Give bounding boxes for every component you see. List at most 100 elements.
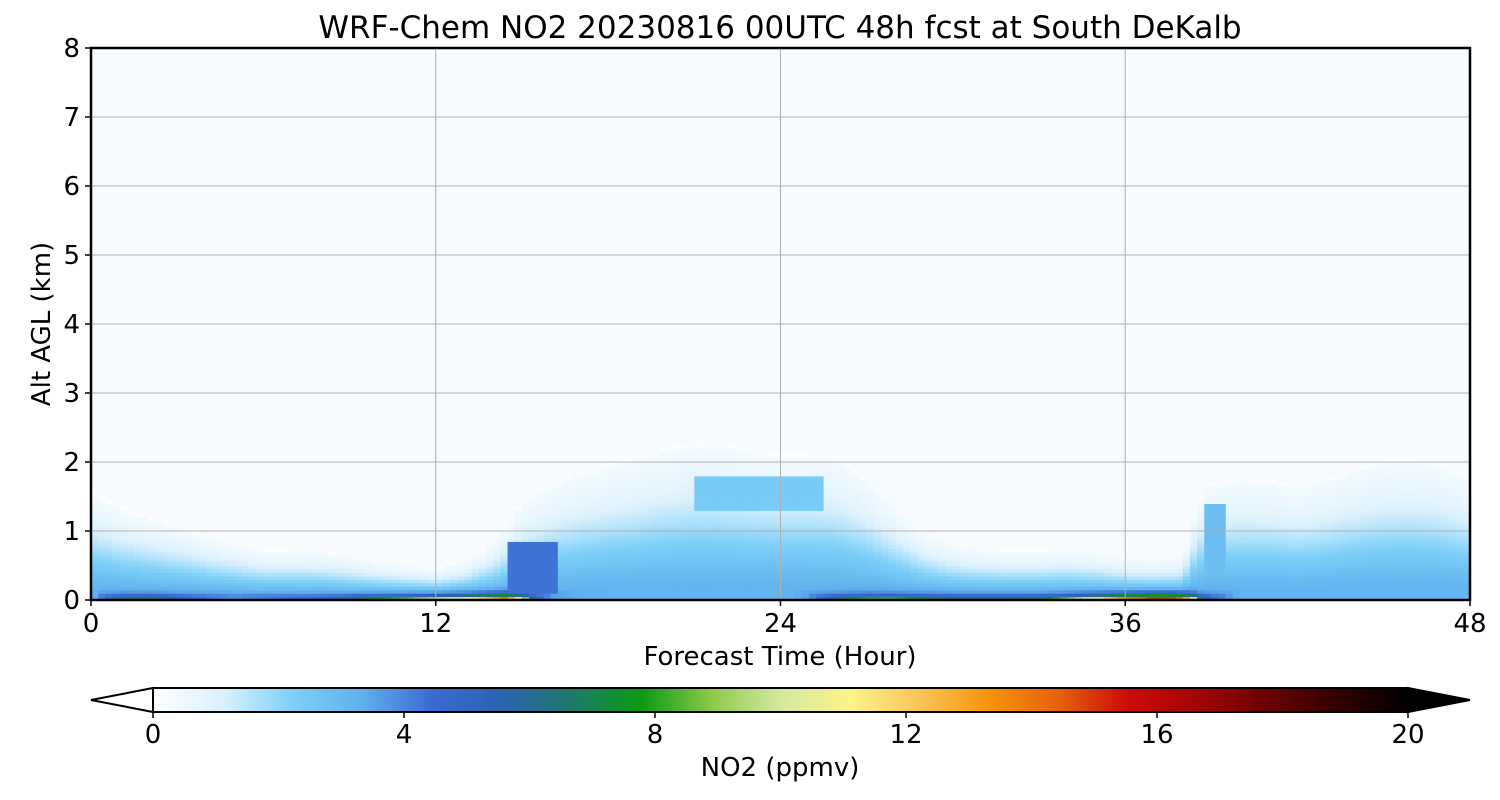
- no2-cell: [895, 593, 904, 598]
- no2-cell: [766, 468, 774, 473]
- no2-cell: [1376, 558, 1385, 563]
- no2-cell: [1405, 544, 1414, 549]
- no2-cell: [442, 565, 451, 570]
- no2-cell: [837, 475, 846, 480]
- no2-cell: [1268, 506, 1277, 511]
- no2-cell: [1182, 575, 1191, 580]
- no2-cell: [873, 568, 882, 573]
- no2-cell: [91, 548, 99, 553]
- no2-cell: [1398, 458, 1406, 463]
- no2-cell: [500, 562, 509, 567]
- no2-cell: [1290, 534, 1299, 539]
- no2-cell: [1261, 562, 1270, 567]
- no2-cell: [909, 572, 918, 577]
- no2-cell: [241, 579, 250, 584]
- no2-cell: [873, 565, 882, 570]
- no2-cell: [1297, 513, 1306, 518]
- no2-cell: [687, 506, 695, 511]
- no2-cell: [1405, 468, 1414, 473]
- no2-cell: [543, 486, 552, 491]
- no2-cell: [1405, 568, 1414, 573]
- no2-cell: [234, 586, 243, 591]
- no2-cell: [112, 593, 121, 598]
- no2-cell: [859, 531, 868, 536]
- no2-cell: [1139, 582, 1148, 587]
- no2-cell: [1276, 486, 1284, 491]
- no2-cell: [1182, 593, 1191, 598]
- no2-cell: [1132, 593, 1141, 598]
- no2-cell: [909, 565, 918, 570]
- no2-cell: [170, 537, 178, 542]
- no2-cell: [493, 575, 501, 580]
- no2-cell: [837, 579, 846, 584]
- no2-cell: [1268, 572, 1277, 577]
- no2-cell: [816, 537, 825, 542]
- no2-cell: [1333, 582, 1342, 587]
- no2-cell: [794, 496, 803, 501]
- no2-cell: [974, 575, 983, 580]
- no2-cell: [1283, 506, 1292, 511]
- no2-cell: [1067, 565, 1076, 570]
- no2-cell: [837, 462, 846, 467]
- no2-cell: [565, 572, 573, 577]
- no2-cell: [672, 565, 681, 570]
- no2-cell: [335, 596, 343, 600]
- no2-cell: [586, 534, 595, 539]
- no2-cell: [730, 517, 739, 522]
- no2-cell: [816, 517, 825, 522]
- no2-cell: [1276, 534, 1284, 539]
- no2-cell: [1297, 534, 1306, 539]
- no2-cell: [407, 572, 415, 577]
- no2-cell: [1146, 582, 1155, 587]
- no2-cell: [1297, 520, 1306, 525]
- no2-cell: [615, 534, 624, 539]
- no2-cell: [1211, 548, 1220, 553]
- no2-cell: [550, 510, 559, 515]
- no2-cell: [270, 562, 279, 567]
- no2-cell: [809, 503, 818, 508]
- no2-cell: [1311, 506, 1320, 511]
- no2-cell: [665, 458, 674, 463]
- no2-cell: [744, 479, 753, 484]
- no2-cell: [486, 558, 494, 563]
- no2-cell: [780, 527, 789, 532]
- no2-cell: [687, 462, 695, 467]
- no2-cell: [1326, 493, 1335, 498]
- no2-cell: [1204, 524, 1213, 529]
- no2-cell: [521, 568, 530, 573]
- no2-cell: [794, 544, 803, 549]
- no2-cell: [141, 541, 150, 546]
- no2-cell: [1089, 575, 1098, 580]
- no2-cell: [780, 544, 789, 549]
- no2-cell: [830, 499, 839, 504]
- no2-cell: [1261, 496, 1270, 501]
- no2-cell: [493, 562, 501, 567]
- no2-cell: [1376, 586, 1385, 591]
- no2-cell: [1240, 513, 1248, 518]
- no2-cell: [881, 548, 889, 553]
- no2-cell: [198, 596, 207, 600]
- no2-cell: [802, 593, 810, 598]
- no2-cell: [679, 534, 688, 539]
- no2-cell: [1053, 562, 1062, 567]
- no2-cell: [435, 589, 444, 594]
- no2-cell: [823, 555, 832, 560]
- no2-cell: [1376, 499, 1385, 504]
- no2-cell: [931, 589, 940, 594]
- no2-cell: [1369, 548, 1378, 553]
- no2-cell: [802, 562, 810, 567]
- no2-cell: [1355, 544, 1363, 549]
- no2-cell: [1355, 555, 1363, 560]
- no2-cell: [629, 479, 638, 484]
- no2-cell: [1304, 513, 1313, 518]
- no2-cell: [1362, 551, 1371, 556]
- no2-cell: [1326, 482, 1335, 487]
- no2-cell: [766, 537, 774, 542]
- no2-cell: [830, 531, 839, 536]
- no2-cell: [557, 496, 566, 501]
- no2-cell: [1204, 520, 1213, 525]
- no2-cell: [1311, 596, 1320, 600]
- no2-cell: [636, 579, 645, 584]
- no2-cell: [608, 510, 616, 515]
- no2-cell: [1426, 582, 1435, 587]
